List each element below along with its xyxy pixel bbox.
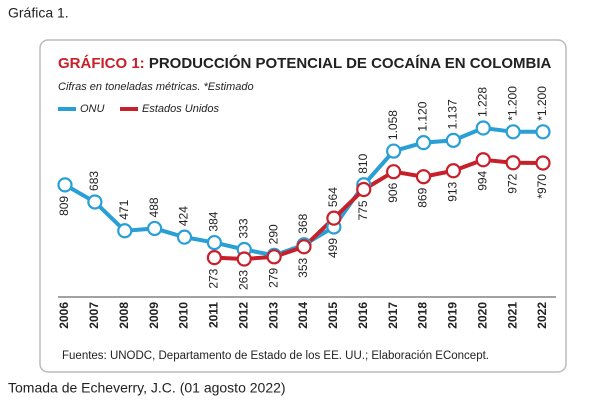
point (296, 239, 312, 255)
data-label: *1.200 (535, 86, 549, 121)
data-label: 333 (236, 218, 250, 238)
data-label: *1.200 (505, 86, 519, 121)
x-tick-label: 2013 (266, 302, 280, 329)
x-tick-label: 2017 (386, 302, 400, 329)
x-tick-label: 2006 (57, 302, 71, 329)
x-tick-label: 2021 (505, 302, 519, 329)
point (147, 220, 163, 237)
data-label: 810 (356, 153, 370, 173)
x-tick-label: 2020 (475, 302, 489, 329)
x-tick-label: 2010 (177, 302, 191, 329)
point (266, 249, 282, 265)
data-label: 1.058 (386, 110, 400, 140)
chart-frame (39, 39, 567, 373)
x-tick-label: 2007 (87, 302, 101, 329)
data-label: 869 (416, 187, 430, 207)
data-label: 471 (117, 199, 131, 219)
point (386, 143, 402, 159)
data-label: 368 (296, 213, 310, 233)
point (505, 155, 521, 171)
data-label: 913 (446, 181, 460, 201)
data-label: 683 (87, 171, 101, 191)
caption: Gráfica 1. (8, 5, 69, 21)
source: Fuentes: UNODC, Departamento de Estado d… (62, 350, 489, 362)
data-label: 290 (266, 224, 280, 244)
point (415, 135, 432, 151)
data-label: 384 (207, 211, 221, 231)
data-label: 809 (57, 196, 71, 216)
point (326, 210, 342, 226)
point (117, 223, 133, 239)
x-tick-label: 2008 (117, 302, 131, 329)
data-label: 564 (326, 187, 340, 207)
data-label: 775 (356, 200, 370, 220)
data-label: 499 (326, 238, 340, 258)
data-label: 279 (266, 268, 280, 288)
data-label: 906 (386, 182, 400, 202)
point (386, 164, 402, 180)
chart-title: GRÁFICO 1: PRODUCCIÓN POTENCIAL DE COCAÍ… (58, 54, 552, 72)
point (445, 132, 461, 148)
x-tick-label: 2014 (296, 302, 310, 329)
point (535, 155, 551, 171)
point (206, 234, 222, 251)
point (475, 120, 491, 136)
x-tick-label: 2012 (236, 302, 250, 329)
x-tick-label: 2015 (326, 302, 340, 329)
data-label: 1.120 (416, 101, 430, 131)
data-label: 1.137 (446, 99, 460, 129)
x-tick-label: 2019 (446, 302, 460, 329)
data-label: 353 (296, 257, 310, 277)
data-label: *970 (535, 174, 549, 199)
data-label: 488 (147, 197, 161, 217)
point (57, 177, 73, 193)
data-label: 994 (475, 170, 489, 190)
data-label: 273 (207, 268, 221, 288)
point (206, 250, 222, 266)
data-label: 972 (505, 173, 519, 193)
point (475, 152, 491, 168)
point (87, 194, 103, 210)
point (236, 251, 252, 267)
legend-label: Estados Unidos (142, 103, 220, 115)
point (356, 181, 372, 198)
x-tick-label: 2016 (356, 302, 370, 329)
point (415, 169, 432, 185)
title-text: PRODUCCIÓN POTENCIAL DE COCAÍNA EN COLOM… (149, 54, 552, 72)
title-lead: GRÁFICO 1: (58, 55, 145, 72)
point (535, 124, 551, 140)
point (505, 124, 521, 140)
data-label: 424 (177, 206, 191, 226)
x-tick-label: 2009 (147, 302, 161, 329)
data-label: 263 (236, 270, 250, 290)
x-tick-label: 2022 (535, 302, 549, 329)
subtitle: Cifras en toneladas métricas. *Estimado (58, 81, 254, 93)
x-tick-label: 2018 (416, 302, 430, 329)
legend-label: ONU (80, 103, 105, 115)
point (445, 163, 461, 179)
data-label: 1.228 (475, 87, 489, 117)
point (176, 229, 193, 245)
credit: Tomada de Echeverry, J.C. (01 agosto 202… (8, 380, 286, 396)
x-tick-label: 2011 (207, 302, 221, 328)
